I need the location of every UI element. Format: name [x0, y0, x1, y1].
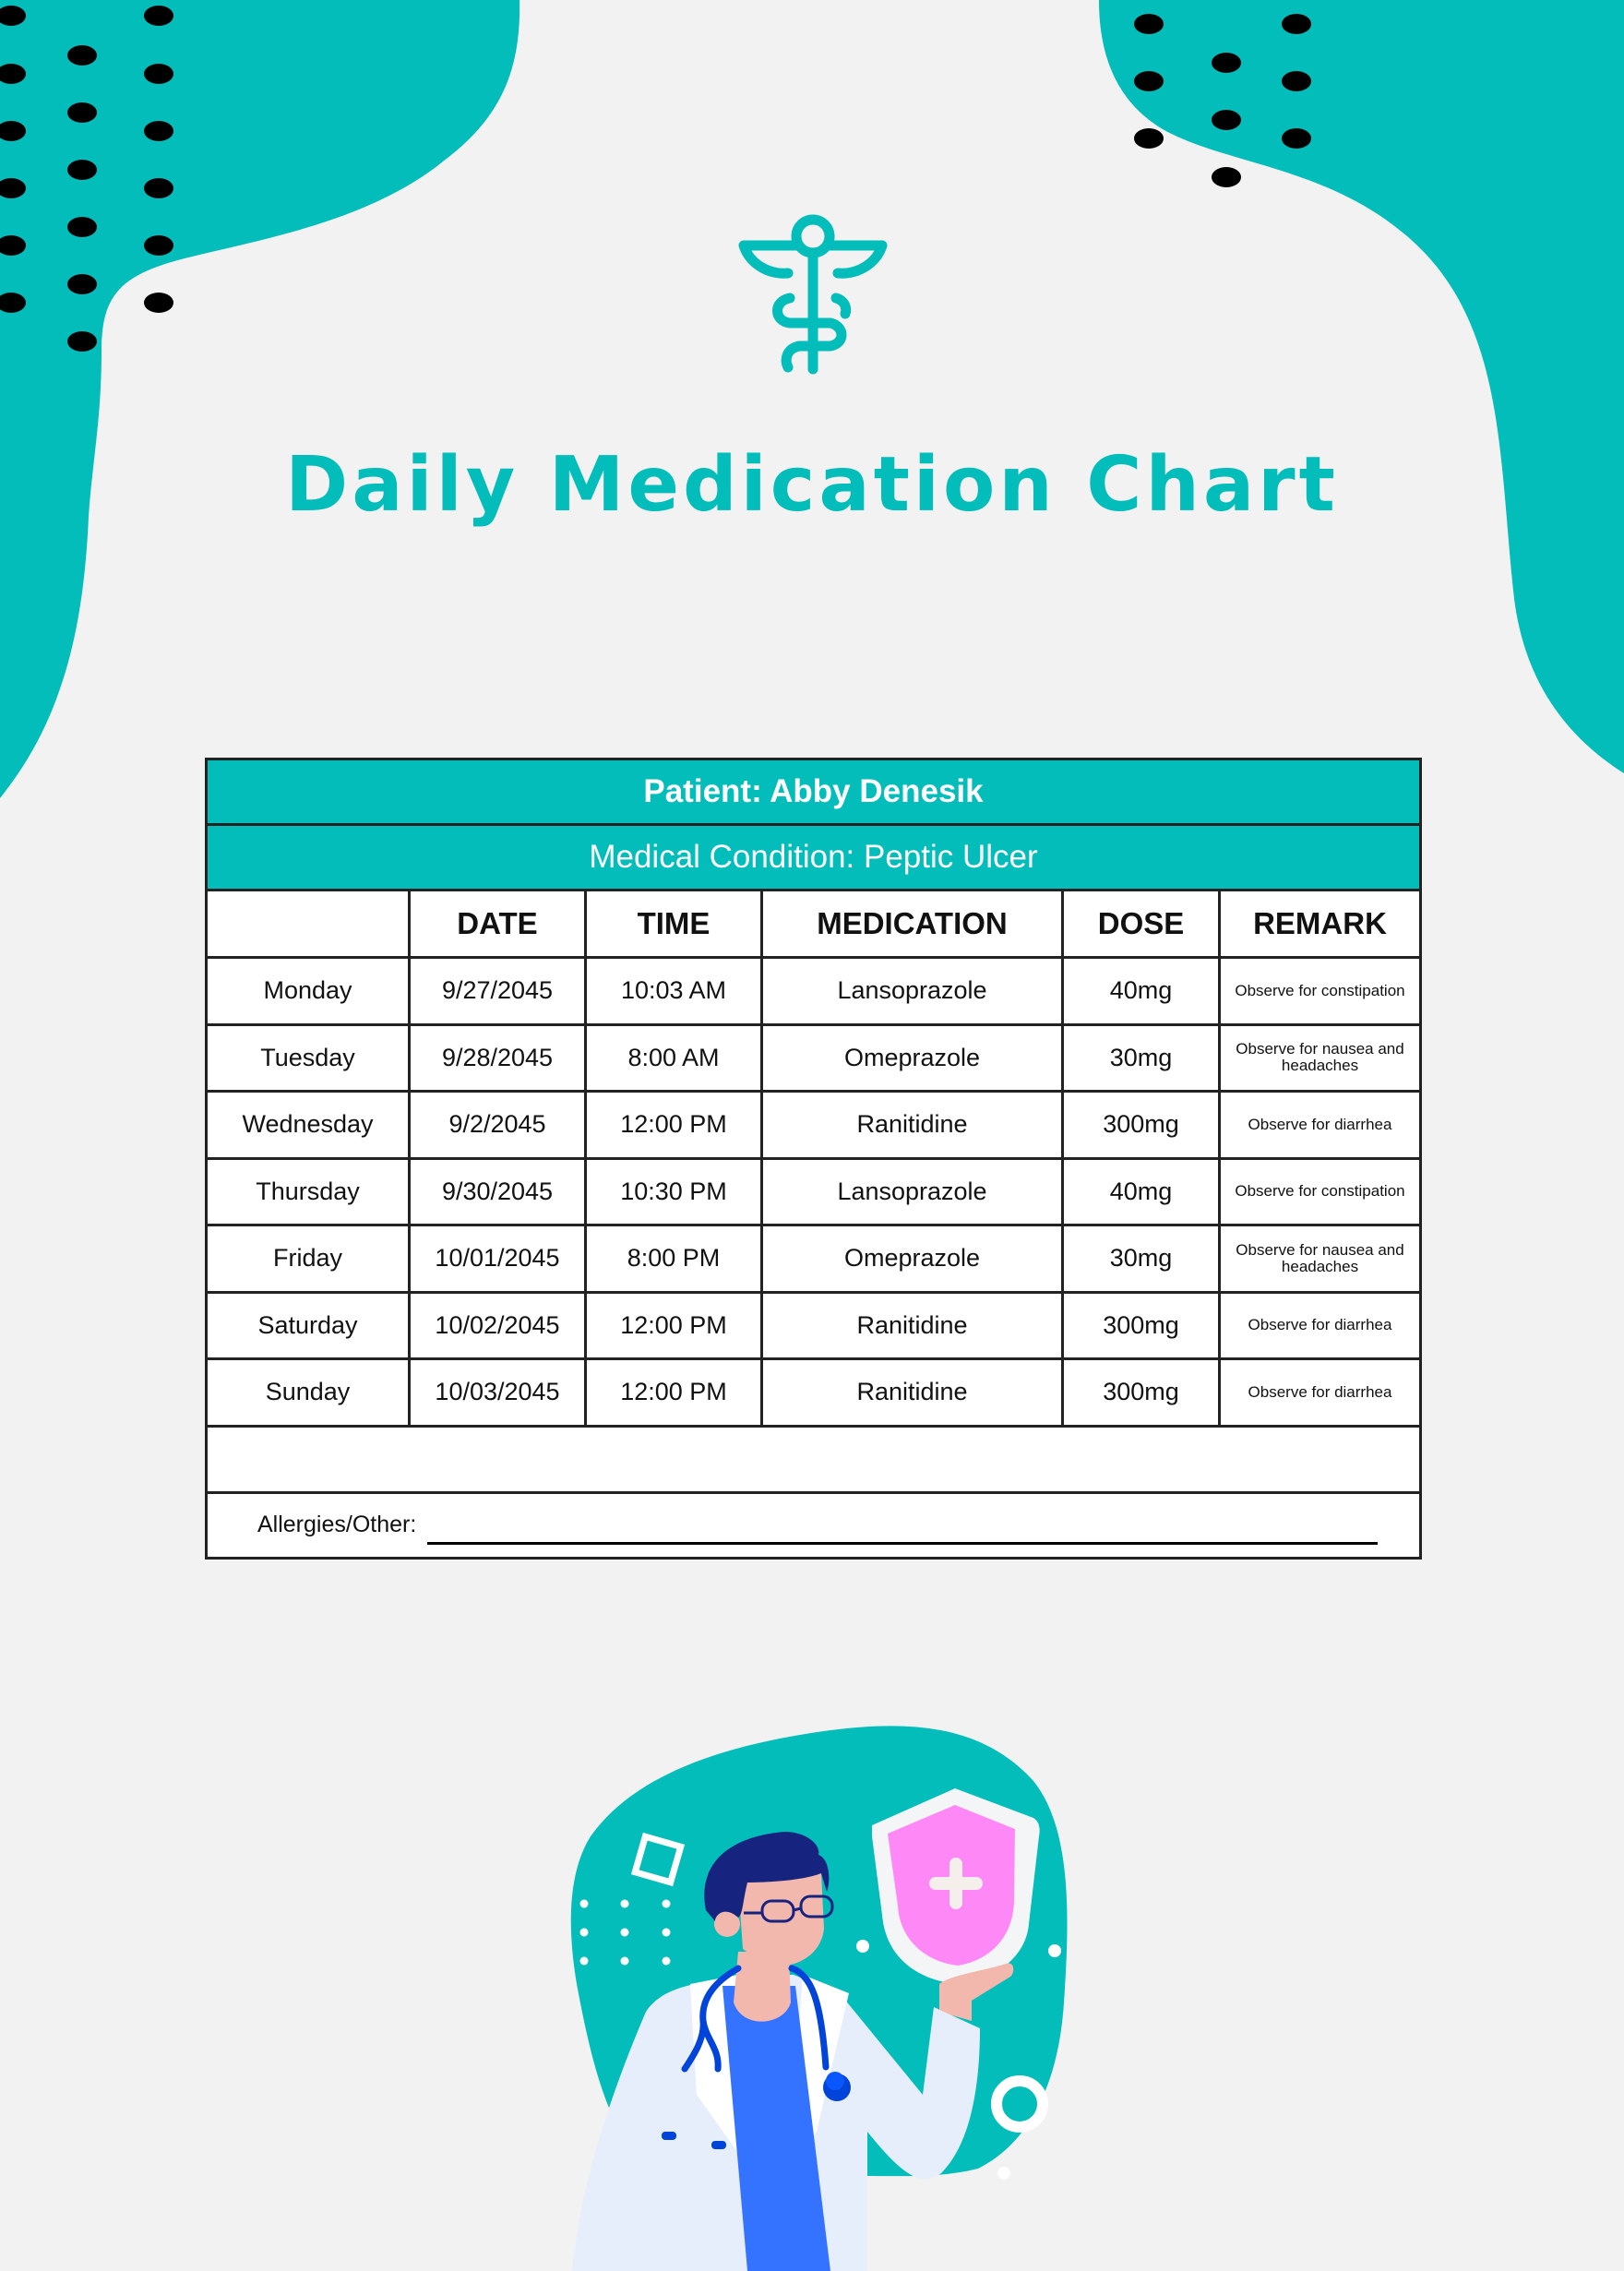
cell-time: 12:00 PM: [584, 1090, 763, 1160]
allergies-row: Allergies/Other:: [205, 1490, 1422, 1560]
cell-time: 8:00 AM: [584, 1022, 763, 1093]
white-dots: [579, 1899, 1061, 2180]
doctor-shirt: [722, 1986, 830, 2271]
doctor-with-shield-illustration: [570, 1726, 1068, 2271]
header-remark: REMARK: [1218, 889, 1422, 959]
cell-day: Tuesday: [205, 1022, 411, 1093]
ring: [991, 2075, 1048, 2133]
medication-chart-table: Patient: Abby Denesik Medical Condition:…: [205, 758, 1422, 1560]
cell-remark: Observe for constipation: [1218, 1156, 1422, 1226]
cell-time: 12:00 PM: [584, 1357, 763, 1428]
cell-remark: Observe for diarrhea: [1218, 1357, 1422, 1428]
cell-day: Friday: [205, 1224, 411, 1294]
cell-date: 10/01/2045: [408, 1224, 587, 1294]
cell-day: Wednesday: [205, 1090, 411, 1160]
patient-row: Patient: Abby Denesik: [205, 758, 1422, 826]
table-row: Thursday 9/30/2045 10:30 PM Lansoprazole…: [205, 1156, 1422, 1226]
cell-date: 9/27/2045: [408, 956, 587, 1026]
cell-remark: Observe for diarrhea: [1218, 1090, 1422, 1160]
header-day: [205, 889, 411, 959]
cell-dose: 40mg: [1061, 1156, 1221, 1226]
cell-remark: Observe for nausea and headaches: [1218, 1022, 1422, 1093]
table-row: Saturday 10/02/2045 12:00 PM Ranitidine …: [205, 1290, 1422, 1360]
header-dose: DOSE: [1061, 889, 1221, 959]
cell-day: Monday: [205, 956, 411, 1026]
cell-day: Saturday: [205, 1290, 411, 1360]
condition-row: Medical Condition: Peptic Ulcer: [205, 823, 1422, 891]
cell-medication: Ranitidine: [760, 1290, 1064, 1360]
doctor-hair: [704, 1832, 830, 1921]
cell-medication: Ranitidine: [760, 1090, 1064, 1160]
header-time: TIME: [584, 889, 763, 959]
doctor-face: [738, 1873, 824, 1966]
blank-cell[interactable]: [205, 1424, 1422, 1494]
patient-name: Patient: Abby Denesik: [205, 758, 1422, 826]
top-left-dots: [0, 6, 173, 352]
cell-time: 12:00 PM: [584, 1290, 763, 1360]
cell-dose: 300mg: [1061, 1357, 1221, 1428]
shield-icon: [872, 1788, 1040, 1984]
cell-remark: Observe for constipation: [1218, 956, 1422, 1026]
cell-remark: Observe for diarrhea: [1218, 1290, 1422, 1360]
cell-medication: Omeprazole: [760, 1224, 1064, 1294]
table-row: Friday 10/01/2045 8:00 PM Omeprazole 30m…: [205, 1224, 1422, 1294]
stethoscope-icon: [681, 1965, 830, 2073]
caduceus-icon: [738, 214, 888, 375]
cell-date: 9/30/2045: [408, 1156, 587, 1226]
header-medication: MEDICATION: [760, 889, 1064, 959]
header-row: DATE TIME MEDICATION DOSE REMARK: [205, 889, 1422, 959]
cell-dose: 300mg: [1061, 1090, 1221, 1160]
cell-time: 10:30 PM: [584, 1156, 763, 1226]
allergies-cell: Allergies/Other:: [205, 1490, 1422, 1560]
table-row: Monday 9/27/2045 10:03 AM Lansoprazole 4…: [205, 956, 1422, 1026]
cell-medication: Lansoprazole: [760, 956, 1064, 1026]
cell-date: 9/2/2045: [408, 1090, 587, 1160]
cell-dose: 30mg: [1061, 1224, 1221, 1294]
medical-condition: Medical Condition: Peptic Ulcer: [205, 823, 1422, 891]
allergies-input-line[interactable]: [427, 1542, 1379, 1545]
top-right-blob: [1099, 0, 1624, 773]
cell-medication: Ranitidine: [760, 1357, 1064, 1428]
square-outline: [630, 1832, 686, 1887]
cell-date: 10/03/2045: [408, 1357, 587, 1428]
cell-date: 9/28/2045: [408, 1022, 587, 1093]
cell-day: Thursday: [205, 1156, 411, 1226]
top-right-dots: [1134, 14, 1311, 187]
page-title: Daily Medication Chart: [285, 441, 1339, 529]
cell-medication: Omeprazole: [760, 1022, 1064, 1093]
cell-dose: 30mg: [1061, 1022, 1221, 1093]
cell-remark: Observe for nausea and headaches: [1218, 1224, 1422, 1294]
cell-day: Sunday: [205, 1357, 411, 1428]
allergies-label: Allergies/Other:: [257, 1512, 417, 1537]
top-left-blob: [0, 0, 520, 798]
header-date: DATE: [408, 889, 587, 959]
cell-time: 10:03 AM: [584, 956, 763, 1026]
table-row: Sunday 10/03/2045 12:00 PM Ranitidine 30…: [205, 1357, 1422, 1428]
cell-medication: Lansoprazole: [760, 1156, 1064, 1226]
cell-dose: 40mg: [1061, 956, 1221, 1026]
table-row: Tuesday 9/28/2045 8:00 AM Omeprazole 30m…: [205, 1022, 1422, 1093]
table-row: Wednesday 9/2/2045 12:00 PM Ranitidine 3…: [205, 1090, 1422, 1160]
cell-time: 8:00 PM: [584, 1224, 763, 1294]
cell-date: 10/02/2045: [408, 1290, 587, 1360]
cell-dose: 300mg: [1061, 1290, 1221, 1360]
blank-row: [205, 1424, 1422, 1494]
